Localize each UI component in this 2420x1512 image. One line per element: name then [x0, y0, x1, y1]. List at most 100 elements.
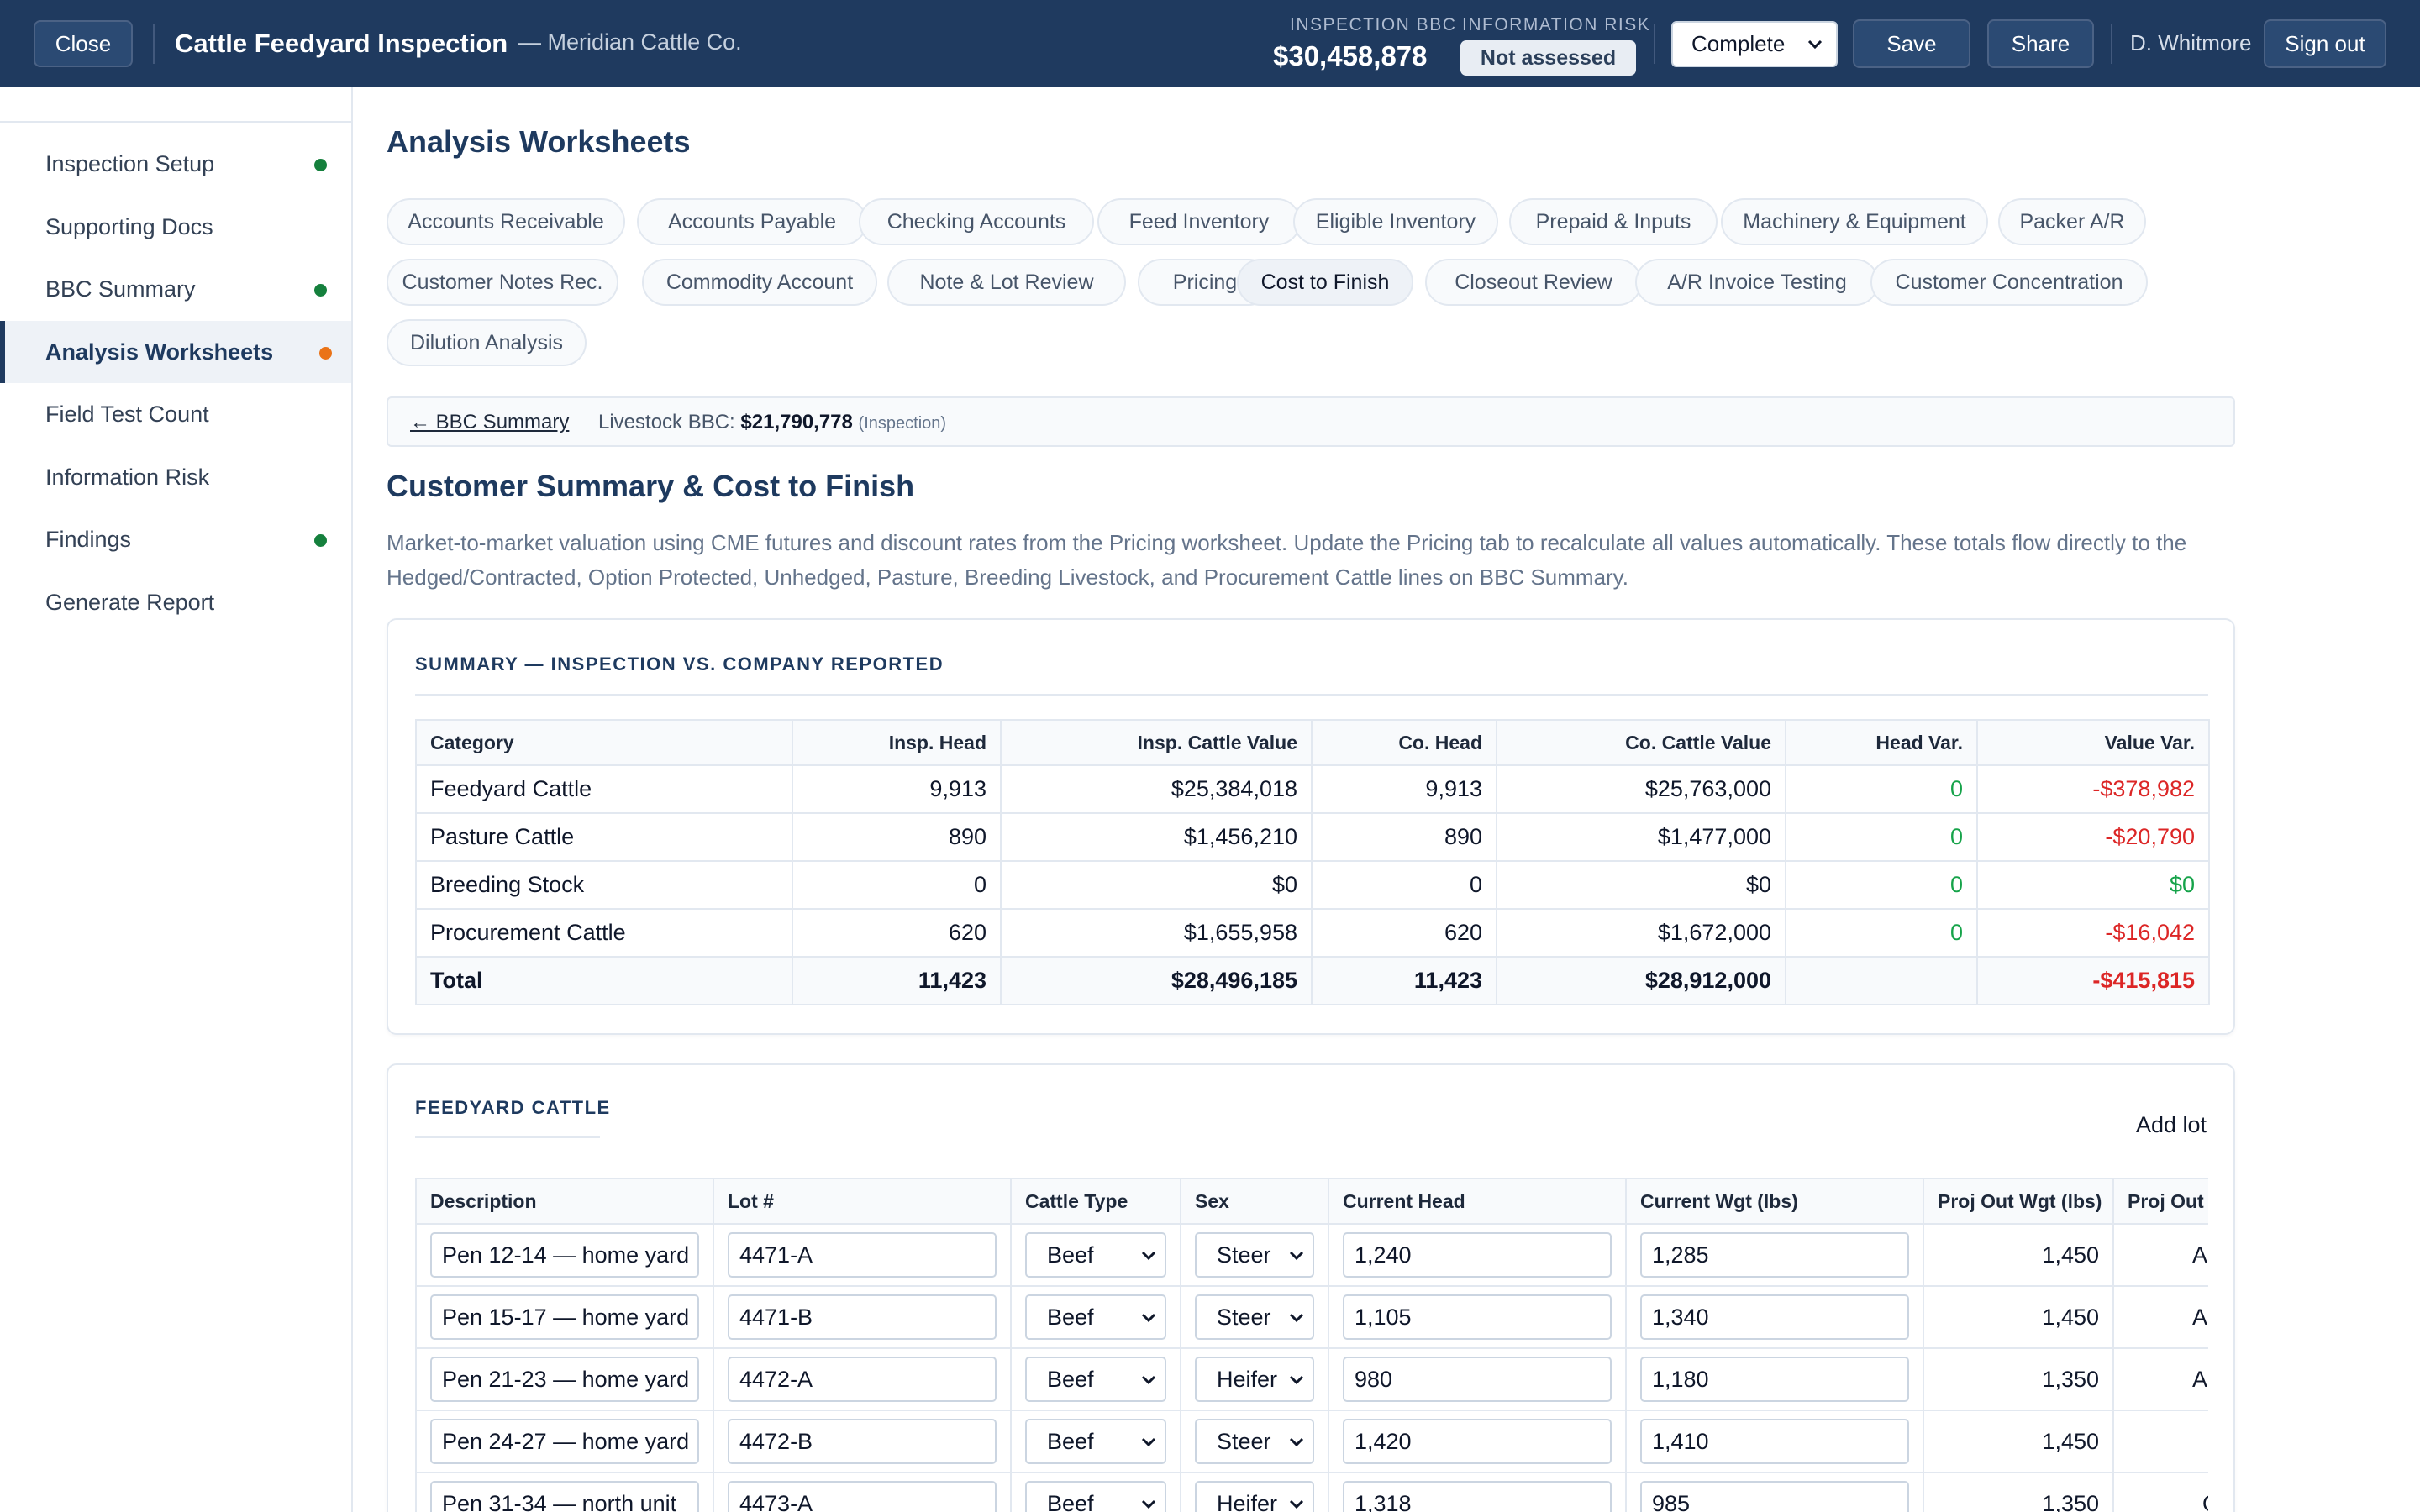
sidebar-item-analysis-worksheets[interactable]: Analysis Worksheets — [0, 321, 351, 383]
current-head-cell: 1,105 — [1328, 1285, 1627, 1349]
current-weight-input[interactable]: 985 — [1640, 1481, 1909, 1512]
page-title: Analysis Worksheets — [387, 124, 691, 159]
current-head-input[interactable]: 980 — [1343, 1357, 1612, 1402]
tab-accounts-receivable[interactable]: Accounts Receivable — [387, 198, 625, 245]
tab-commodity-account[interactable]: Commodity Account — [642, 259, 877, 306]
tab-eligible-inventory[interactable]: Eligible Inventory — [1293, 198, 1498, 245]
co-head-cell: 890 — [1311, 812, 1497, 862]
share-button[interactable]: Share — [1987, 19, 2094, 68]
current-weight-input[interactable]: 1,285 — [1640, 1232, 1909, 1278]
sidebar-item-label: Field Test Count — [45, 401, 209, 427]
sidebar-item-bbc-summary[interactable]: BBC Summary — [0, 258, 351, 320]
sidebar-item-supporting-docs[interactable]: Supporting Docs — [0, 196, 351, 258]
save-button[interactable]: Save — [1853, 19, 1970, 68]
chevron-down-icon — [1289, 1437, 1304, 1447]
sex-select[interactable]: Heifer — [1195, 1481, 1314, 1512]
sidebar-item-inspection-setup[interactable]: Inspection Setup — [0, 133, 351, 195]
sex-select[interactable]: Heifer — [1195, 1357, 1314, 1402]
tab-packer-ar[interactable]: Packer A/R — [1998, 198, 2146, 245]
tab-closeout-review[interactable]: Closeout Review — [1425, 259, 1642, 306]
description-cell: Pen 21-23 — home yard — [415, 1347, 714, 1411]
chevron-down-icon — [1141, 1313, 1156, 1323]
tab-customer-notes-rec[interactable]: Customer Notes Rec. — [387, 259, 618, 306]
value-variance-cell: -$16,042 — [1976, 908, 2210, 958]
current-head-input[interactable]: 1,105 — [1343, 1294, 1612, 1340]
total-value-variance-cell: -$415,815 — [1976, 956, 2210, 1005]
description-input[interactable]: Pen 12-14 — home yard — [430, 1232, 699, 1278]
app-title: Cattle Feedyard Inspection — [175, 29, 508, 58]
tab-checking-accounts[interactable]: Checking Accounts — [859, 198, 1094, 245]
current-head-input[interactable]: 1,318 — [1343, 1481, 1612, 1512]
tab-accounts-payable[interactable]: Accounts Payable — [637, 198, 867, 245]
table-header-row: Category Insp. Head Insp. Cattle Value C… — [415, 719, 2210, 766]
cattle-type-select[interactable]: Beef — [1025, 1357, 1166, 1402]
sex-value: Heifer — [1217, 1366, 1278, 1392]
proj-out-weight-cell: 1,450 — [1923, 1410, 2114, 1473]
sidebar-item-information-risk[interactable]: Information Risk — [0, 446, 351, 508]
head-variance-cell: 0 — [1785, 860, 1978, 910]
chevron-down-icon — [1807, 39, 1823, 50]
lot-number-input[interactable]: 4472-B — [728, 1419, 997, 1464]
sign-out-button[interactable]: Sign out — [2264, 19, 2386, 68]
status-dot — [314, 284, 327, 297]
lot-number-input[interactable]: 4472-A — [728, 1357, 997, 1402]
sidebar-item-generate-report[interactable]: Generate Report — [0, 571, 351, 633]
current-head-cell: 1,318 — [1328, 1472, 1627, 1512]
head-variance-cell: 0 — [1785, 764, 1978, 814]
cattle-type-select[interactable]: Beef — [1025, 1232, 1166, 1278]
description-input[interactable]: Pen 15-17 — home yard — [430, 1294, 699, 1340]
tab-feed-inventory[interactable]: Feed Inventory — [1097, 198, 1301, 245]
sex-select[interactable]: Steer — [1195, 1419, 1314, 1464]
sidebar-item-label: BBC Summary — [45, 276, 196, 302]
table-row: Pen 12-14 — home yard 4471-A Beef Steer 1,24… — [415, 1223, 2208, 1287]
sidebar-item-field-test-count[interactable]: Field Test Count — [0, 383, 351, 445]
sex-select[interactable]: Steer — [1195, 1232, 1314, 1278]
livestock-bbc-note: (Inspection) — [858, 414, 947, 433]
cattle-type-select[interactable]: Beef — [1025, 1481, 1166, 1512]
tab-customer-concentration[interactable]: Customer Concentration — [1870, 259, 2148, 306]
summary-heading: SUMMARY — INSPECTION VS. COMPANY REPORTE… — [415, 654, 944, 675]
current-weight-input[interactable]: 1,180 — [1640, 1357, 1909, 1402]
description-input[interactable]: Pen 21-23 — home yard — [430, 1357, 699, 1402]
sidebar-item-findings[interactable]: Findings — [0, 508, 351, 570]
tab-dilution-analysis[interactable]: Dilution Analysis — [387, 319, 587, 366]
column-header: Value Var. — [1976, 719, 2210, 766]
table-row: Pen 31-34 — north unit 4473-A Beef Heifer 1,… — [415, 1472, 2208, 1512]
current-head-input[interactable]: 1,420 — [1343, 1419, 1612, 1464]
chevron-down-icon — [1289, 1251, 1304, 1261]
close-button[interactable]: Close — [34, 20, 133, 67]
tab-note-lot-review[interactable]: Note & Lot Review — [887, 259, 1126, 306]
current-weight-input[interactable]: 1,340 — [1640, 1294, 1909, 1340]
cattle-type-select[interactable]: Beef — [1025, 1419, 1166, 1464]
total-insp-head-cell: 11,423 — [792, 956, 1002, 1005]
description-cell: Pen 12-14 — home yard — [415, 1223, 714, 1287]
tab-cost-to-finish[interactable]: Cost to Finish — [1237, 259, 1413, 306]
chevron-down-icon — [1289, 1375, 1304, 1385]
sex-cell: Heifer — [1180, 1347, 1329, 1411]
tab-prepaid-inputs[interactable]: Prepaid & Inputs — [1509, 198, 1718, 245]
add-lot-button[interactable]: Add lot — [2135, 1112, 2207, 1137]
sex-value: Steer — [1217, 1304, 1271, 1330]
chevron-down-icon — [1141, 1251, 1156, 1261]
status-dot — [319, 347, 332, 360]
back-to-bbc-summary-link[interactable]: ← BBC Summary — [410, 411, 570, 433]
description-input[interactable]: Pen 31-34 — north unit — [430, 1481, 699, 1512]
current-head-input[interactable]: 1,240 — [1343, 1232, 1612, 1278]
total-insp-value-cell: $28,496,185 — [1000, 956, 1313, 1005]
cattle-type-value: Beef — [1047, 1490, 1094, 1512]
tab-machinery-equipment[interactable]: Machinery & Equipment — [1721, 198, 1988, 245]
table-row: Feedyard Cattle 9,913 $25,384,018 9,913 … — [415, 764, 2210, 814]
current-weight-input[interactable]: 1,410 — [1640, 1419, 1909, 1464]
cattle-type-select[interactable]: Beef — [1025, 1294, 1166, 1340]
lot-number-input[interactable]: 4471-B — [728, 1294, 997, 1340]
lot-number-input[interactable]: 4473-A — [728, 1481, 997, 1512]
information-risk-label: INFORMATION RISK — [1462, 15, 1651, 34]
status-select[interactable]: Complete — [1671, 21, 1838, 67]
lot-number-input[interactable]: 4471-A — [728, 1232, 997, 1278]
current-weight-cell: 985 — [1625, 1472, 1924, 1512]
feedyard-table-scroll[interactable]: Description Lot # Cattle Type Sex Curren… — [415, 1178, 2208, 1512]
sex-select[interactable]: Steer — [1195, 1294, 1314, 1340]
tab-ar-invoice-testing[interactable]: A/R Invoice Testing — [1635, 259, 1879, 306]
description-input[interactable]: Pen 24-27 — home yard — [430, 1419, 699, 1464]
proj-out-value: J — [2128, 1429, 2208, 1455]
